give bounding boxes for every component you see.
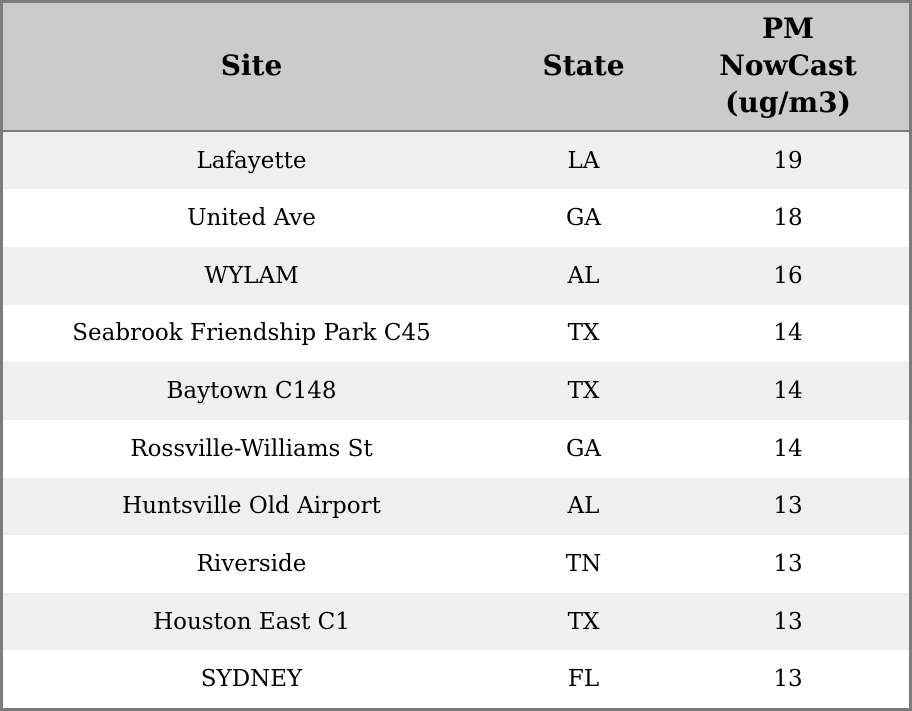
column-header-pm-nowcast: PM NowCast (ug/m3) [667,3,909,132]
table-row: Houston East C1 TX 13 [3,592,909,651]
column-header-state: State [500,3,667,132]
state-cell: TX [567,320,600,347]
site-cell: SYDNEY [200,666,303,693]
table-row: Rossville-Williams St GA 14 [3,419,909,478]
site-cell: Lafayette [196,147,307,174]
table-header: Site State PM NowCast (ug/m3) [3,3,909,132]
site-cell: Huntsville Old Airport [122,493,381,520]
table-row: Huntsville Old Airport AL 13 [3,477,909,536]
state-cell: AL [567,262,600,289]
state-cell: AL [567,493,600,520]
site-cell: Baytown C148 [166,378,337,405]
site-cell: Seabrook Friendship Park C45 [72,320,431,347]
state-cell: LA [567,147,600,174]
state-cell: TN [565,550,602,577]
site-cell: United Ave [187,205,316,232]
state-cell: FL [567,666,600,693]
site-cell: WYLAM [204,262,299,289]
pm-nowcast-cell: 16 [773,262,803,289]
header-row: Site State PM NowCast (ug/m3) [3,3,909,132]
pm-nowcast-cell: 14 [773,378,803,405]
table-row: Lafayette LA 19 [3,130,909,190]
pm-nowcast-cell: 13 [773,666,803,693]
state-cell: TX [567,608,600,635]
pm-nowcast-cell: 14 [773,435,803,462]
state-cell: GA [566,205,601,232]
table-body: Lafayette LA 19 United Ave GA 18 WYLAM AL 16 Seab… [3,130,909,708]
site-cell: Houston East C1 [153,608,350,635]
state-cell: GA [566,435,601,462]
pm-nowcast-table: Site State PM NowCast (ug/m3) Lafayette L… [3,3,909,708]
column-header-site-label: Site [220,48,283,82]
pm-nowcast-cell: 19 [773,147,803,174]
table-row: SYDNEY FL 13 [3,650,909,708]
table-row: Riverside TN 13 [3,535,909,593]
table-row: WYLAM AL 16 [3,247,909,305]
table-row: United Ave GA 18 [3,189,909,248]
site-cell: Rossville-Williams St [130,435,373,462]
table-row: Baytown C148 TX 14 [3,362,909,420]
site-cell: Riverside [196,550,307,577]
pm-nowcast-cell: 13 [773,608,803,635]
column-header-pm-nowcast-label: PM NowCast (ug/m3) [719,12,857,119]
table-row: Seabrook Friendship Park C45 TX 14 [3,304,909,363]
pm-nowcast-cell: 13 [773,550,803,577]
state-cell: TX [567,378,600,405]
pm-nowcast-cell: 13 [773,493,803,520]
column-header-site: Site [3,3,500,132]
pm-nowcast-cell: 18 [773,205,803,232]
column-header-state-label: State [542,48,625,82]
pm-nowcast-cell: 14 [773,320,803,347]
